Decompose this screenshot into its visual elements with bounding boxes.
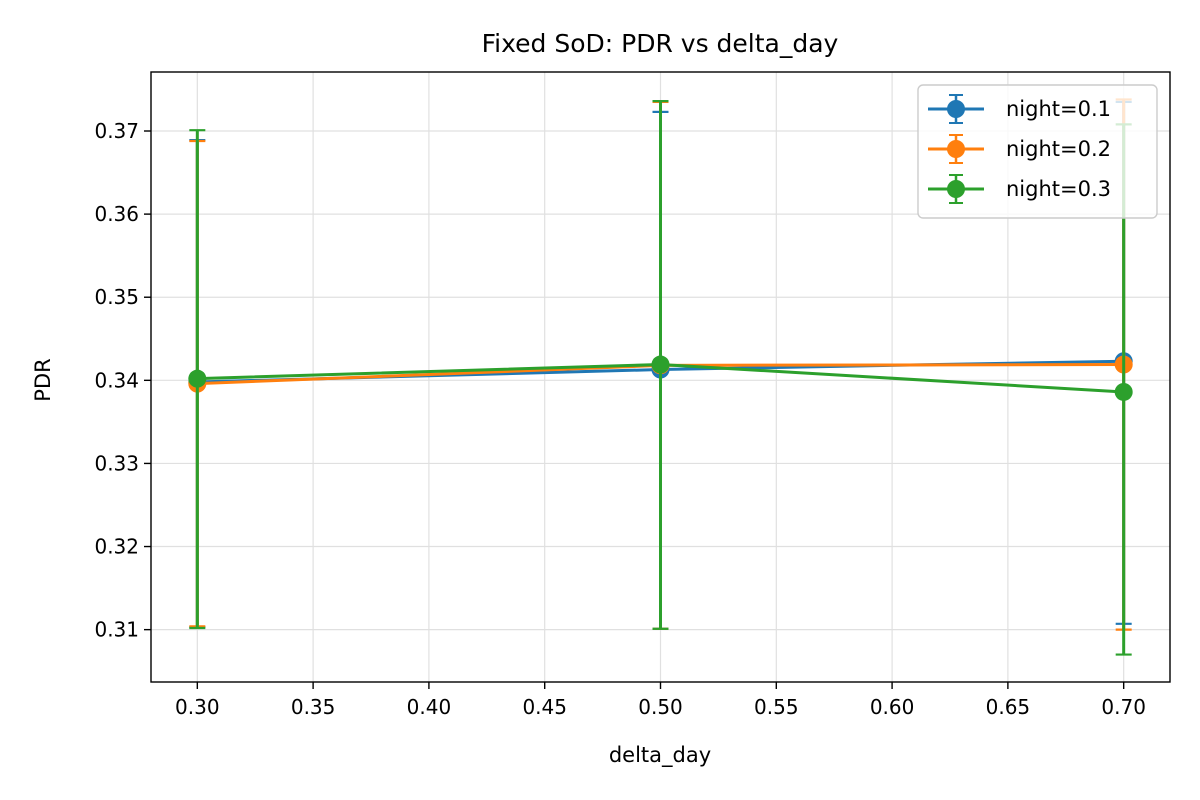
chart-title: Fixed SoD: PDR vs delta_day bbox=[482, 29, 839, 58]
x-tick-label: 0.50 bbox=[638, 695, 683, 719]
series-layer bbox=[188, 98, 1133, 656]
x-tick-label: 0.55 bbox=[754, 695, 799, 719]
x-axis-label: delta_day bbox=[609, 743, 711, 768]
x-tick-label: 0.65 bbox=[986, 695, 1031, 719]
data-point bbox=[651, 355, 670, 374]
legend-marker bbox=[947, 100, 965, 118]
legend-item: night=0.2 bbox=[928, 134, 1111, 164]
axes: 0.30 0.35 0.40 0.45 0.50 0.55 0.60 0.65 0.70 0.31… bbox=[94, 71, 1171, 719]
x-tick-label: 0.70 bbox=[1101, 695, 1146, 719]
x-tick-label: 0.35 bbox=[291, 695, 336, 719]
data-point bbox=[1114, 382, 1133, 401]
legend-box bbox=[917, 84, 1158, 219]
legend-label: night=0.3 bbox=[1006, 177, 1111, 201]
x-tick-label: 0.45 bbox=[522, 695, 567, 719]
series-3 bbox=[188, 99, 1133, 656]
legend-marker bbox=[947, 180, 965, 198]
legend-marker bbox=[947, 140, 965, 158]
y-tick-label: 0.32 bbox=[94, 535, 139, 559]
legend-item: night=0.1 bbox=[928, 94, 1111, 124]
x-tick-label: 0.30 bbox=[175, 695, 220, 719]
x-tick-label: 0.40 bbox=[407, 695, 452, 719]
y-tick-label: 0.33 bbox=[94, 451, 139, 475]
legend-label: night=0.2 bbox=[1006, 137, 1111, 161]
y-tick-label: 0.35 bbox=[94, 285, 139, 309]
y-tick-label: 0.31 bbox=[94, 618, 139, 642]
legend: night=0.1 night=0.2 night=0.3 bbox=[917, 84, 1158, 219]
y-tick-label: 0.36 bbox=[94, 202, 139, 226]
legend-item: night=0.3 bbox=[928, 174, 1111, 204]
x-tick-label: 0.60 bbox=[870, 695, 915, 719]
legend-label: night=0.1 bbox=[1006, 97, 1111, 121]
y-axis-label: PDR bbox=[31, 358, 55, 401]
y-tick-label: 0.37 bbox=[94, 119, 139, 143]
data-point bbox=[188, 369, 207, 388]
y-tick-label: 0.34 bbox=[94, 368, 139, 392]
plot-frame bbox=[150, 71, 1171, 683]
